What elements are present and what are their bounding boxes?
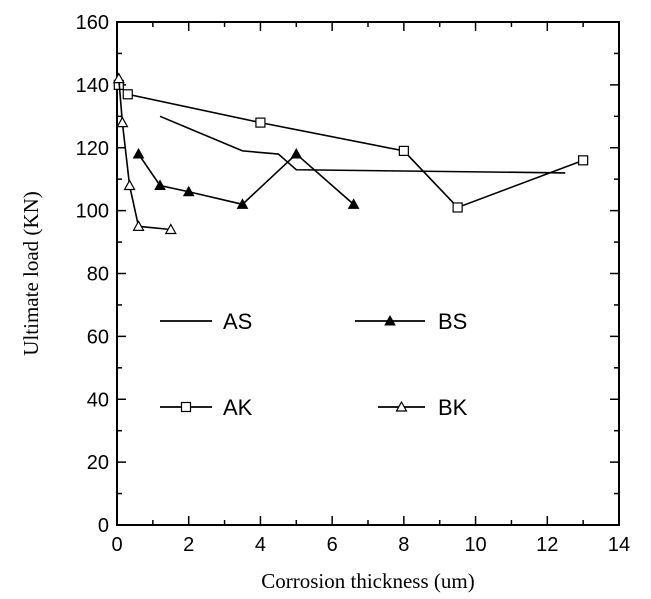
- y-tick-label: 100: [76, 201, 109, 223]
- series-line-bs: [137, 152, 355, 206]
- x-tick-label: 8: [398, 534, 409, 556]
- data-point-bk: [116, 116, 129, 128]
- data-point-bs: [132, 148, 145, 159]
- series-bk: [112, 72, 177, 235]
- data-point-bs: [290, 148, 303, 159]
- y-tick-label: 40: [87, 389, 109, 411]
- data-point-ak: [578, 155, 589, 166]
- x-tick-label: 14: [608, 534, 630, 556]
- y-tick-label: 60: [87, 326, 109, 348]
- data-point-bs: [236, 198, 249, 209]
- data-point-bk: [112, 72, 125, 84]
- series-layer: [112, 72, 589, 235]
- series-bs: [132, 148, 360, 209]
- x-tick-label: 10: [464, 534, 486, 556]
- data-point-bk: [164, 223, 177, 235]
- legend-label-as: AS: [223, 309, 252, 334]
- series-as: [159, 115, 566, 174]
- y-tick-label: 140: [76, 75, 109, 97]
- legend-marker-ak: [180, 401, 192, 413]
- legend-marker-bs: [384, 314, 396, 326]
- y-tick-label: 80: [87, 264, 109, 286]
- legend-label-bs: BS: [438, 309, 467, 334]
- legend-item-bk: BK: [378, 395, 468, 420]
- data-point-bs: [182, 185, 195, 197]
- data-point-bs: [347, 198, 360, 209]
- x-axis-title: Corrosion thickness (um): [261, 569, 474, 593]
- x-tick-label: 4: [255, 534, 266, 556]
- data-point-ak: [452, 202, 463, 213]
- data-point-ak: [122, 89, 133, 100]
- y-tick-label: 20: [87, 452, 109, 474]
- legend-marker-bk: [395, 400, 408, 412]
- x-tick-label: 6: [327, 534, 338, 556]
- y-tick-label: 160: [76, 12, 109, 34]
- plot-frame: [116, 21, 620, 526]
- y-axis-title: Ultimate load (KN): [19, 191, 43, 355]
- x-tick-label: 12: [536, 534, 558, 556]
- legend-label-ak: AK: [223, 395, 253, 420]
- data-point-ak: [398, 145, 409, 156]
- y-tick-label: 120: [76, 138, 109, 160]
- legend-item-ak: AK: [160, 395, 253, 420]
- data-point-bk: [132, 220, 145, 231]
- data-point-bk: [123, 179, 136, 191]
- legend-item-bs: BS: [355, 309, 467, 334]
- y-tick-label: 0: [98, 515, 109, 537]
- x-tick-label: 0: [111, 534, 122, 556]
- series-line-as: [159, 115, 566, 174]
- data-point-ak: [255, 117, 266, 128]
- legend-item-as: AS: [160, 309, 252, 334]
- data-point-bs: [154, 179, 166, 190]
- x-tick-label: 2: [183, 534, 194, 556]
- legend-label-bk: BK: [438, 395, 468, 420]
- legend: AS BS AK BK: [160, 309, 468, 420]
